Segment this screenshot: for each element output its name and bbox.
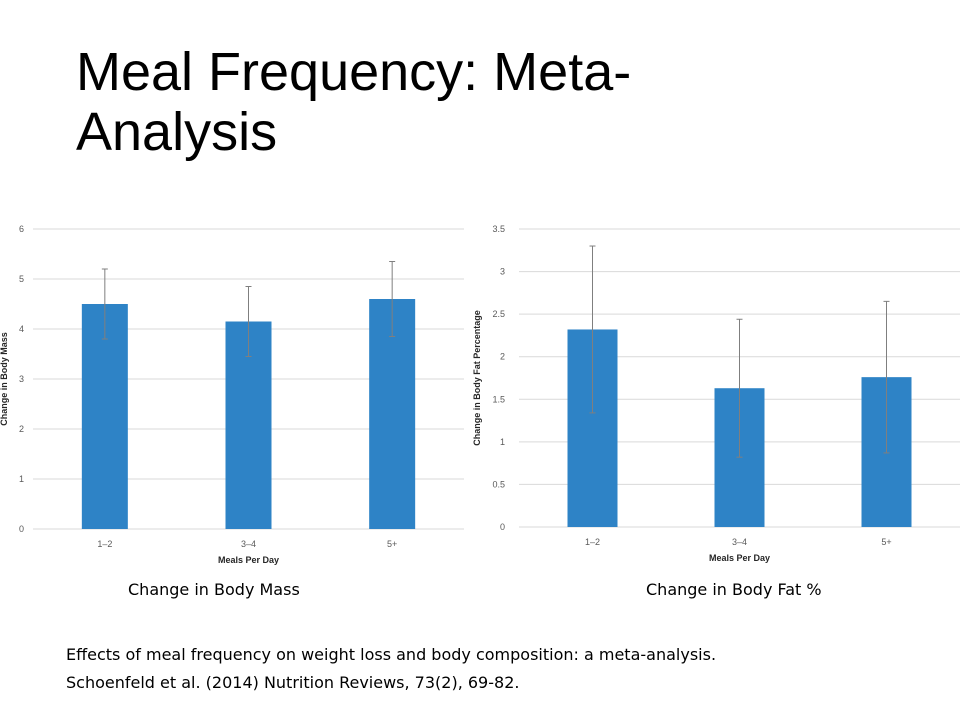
y-axis-title: Change in Body Fat Percentage [472, 310, 482, 446]
y-tick-label: 2 [500, 352, 505, 362]
y-tick-label: 3.5 [492, 224, 505, 234]
x-tick-label: 5+ [387, 539, 397, 549]
y-tick-label: 1.5 [492, 394, 505, 404]
x-tick-label: 5+ [881, 537, 891, 547]
y-tick-label: 4 [19, 324, 24, 334]
citation-line-1: Effects of meal frequency on weight loss… [66, 645, 717, 664]
caption-body-fat: Change in Body Fat % [646, 580, 822, 599]
citation-line-2: Schoenfeld et al. (2014) Nutrition Revie… [66, 673, 520, 692]
body-fat-chart: 0 0.5 1 1.5 2 2.5 3 3.5 1–2 3–4 5+ Meals Per Day Cha… [472, 224, 960, 563]
x-tick-label: 3–4 [732, 537, 747, 547]
y-tick-label: 3 [500, 267, 505, 277]
bar-1 [81, 304, 128, 529]
y-tick-label: 2 [19, 424, 24, 434]
y-tick-label: 5 [19, 274, 24, 284]
y-tick-label: 6 [19, 224, 24, 234]
y-tick-label: 0 [500, 522, 505, 532]
y-tick-label: 2.5 [492, 309, 505, 319]
x-axis-title: Meals Per Day [218, 555, 279, 565]
y-tick-label: 3 [19, 374, 24, 384]
body-mass-chart: 0 1 2 3 4 5 6 1–2 3–4 5+ Meals Per Day Change in Bo… [0, 224, 464, 565]
citation: Effects of meal frequency on weight loss… [66, 641, 716, 697]
x-axis-title: Meals Per Day [709, 553, 770, 563]
x-tick-label: 1–2 [585, 537, 600, 547]
y-tick-label: 1 [19, 474, 24, 484]
y-tick-label: 1 [500, 437, 505, 447]
x-tick-label: 3–4 [241, 539, 256, 549]
caption-body-mass: Change in Body Mass [128, 580, 300, 599]
slide-title: Meal Frequency: Meta-Analysis [76, 42, 632, 162]
y-tick-label: 0.5 [492, 479, 505, 489]
y-axis-title: Change in Body Mass [0, 332, 9, 426]
y-tick-label: 0 [19, 524, 24, 534]
bar-3 [369, 299, 416, 529]
x-tick-label: 1–2 [97, 539, 112, 549]
